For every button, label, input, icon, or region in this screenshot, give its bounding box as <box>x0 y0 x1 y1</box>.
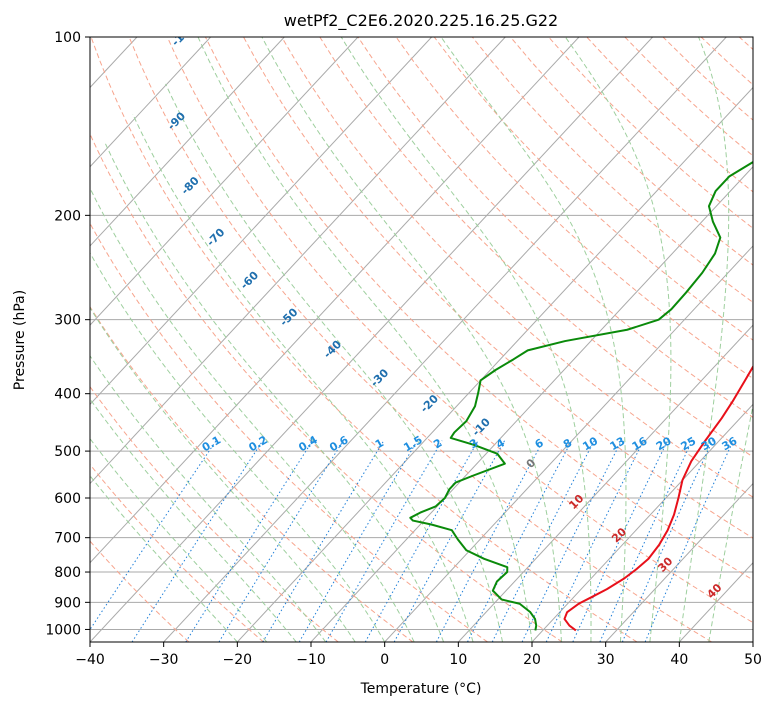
dry-adiabat-line <box>90 222 488 642</box>
isotherm-line <box>457 324 753 642</box>
mixing-ratio-line <box>521 440 622 642</box>
y-tick-label: 1000 <box>45 622 81 638</box>
moist-adiabat-line <box>90 251 386 642</box>
dry-adiabat-line <box>90 463 264 642</box>
moist-adiabat-line <box>678 37 730 642</box>
isotherm-line <box>752 641 753 642</box>
dry-adiabat-line <box>357 37 753 419</box>
dry-adiabat-line <box>166 37 753 624</box>
x-tick-label: −10 <box>296 652 326 668</box>
mixing-ratio-line <box>218 440 344 642</box>
x-tick-label: 40 <box>670 652 688 668</box>
isotherm-line <box>90 37 212 168</box>
moist-adiabat-line <box>708 402 753 642</box>
plot-background <box>90 37 753 642</box>
x-tick-label: 50 <box>744 652 762 668</box>
profiles <box>409 160 753 632</box>
isotherm-line <box>531 403 753 642</box>
dry-adiabat-line <box>471 37 753 304</box>
dry-adiabat-line <box>90 540 190 642</box>
mixing-ratio-line <box>491 440 595 642</box>
x-axis-label: Temperature (°C) <box>360 681 482 697</box>
moist-adiabat-line <box>90 187 415 642</box>
dry-adiabat-line <box>281 37 753 498</box>
x-tick-label: 0 <box>380 652 389 668</box>
isotherm-line <box>384 245 753 642</box>
moist-adiabat-line <box>564 37 672 642</box>
dry-adiabat-label: -100 <box>169 20 198 49</box>
axes: −40 −30 −20 −10 0 10 20 30 40 50 100 200 300 400 500 60… <box>45 30 762 668</box>
isotherm-line <box>90 37 433 406</box>
isotherm-line <box>236 86 753 642</box>
x-tick-label: 30 <box>597 652 615 668</box>
y-tick-label: 700 <box>54 531 81 547</box>
moist-adiabat-line <box>132 114 474 642</box>
isotherm-line <box>90 37 580 564</box>
moist-adiabat-line <box>261 37 562 642</box>
chart-title: wetPf2_C2E6.2020.225.16.25.G22 <box>284 11 558 31</box>
isotherm-line <box>90 37 654 642</box>
moist-adiabat-line <box>90 398 297 642</box>
mixing-ratio-line <box>621 440 714 642</box>
dry-adiabat-line <box>90 305 414 642</box>
x-tick-label: −20 <box>223 652 253 668</box>
dry-adiabat-line <box>433 37 753 341</box>
y-tick-label: 900 <box>54 595 81 611</box>
dry-adiabat-line <box>128 37 713 642</box>
moist-adiabat-line <box>340 37 592 642</box>
isotherm-line <box>90 37 506 485</box>
moist-adiabat-line <box>90 354 327 642</box>
x-tick-label: 20 <box>523 652 541 668</box>
mixing-ratio-line <box>131 440 264 642</box>
isotherm-line <box>605 482 753 642</box>
x-tick-label: 10 <box>449 652 467 668</box>
y-tick-label: 600 <box>54 491 81 507</box>
mixing-ratio-line <box>185 440 314 642</box>
dry-adiabat-line <box>243 37 753 539</box>
background-lines <box>0 37 753 642</box>
y-tick-label: 300 <box>54 313 81 329</box>
y-tick-label: 400 <box>54 387 81 403</box>
moist-adiabat-line <box>440 37 627 642</box>
plot-frame <box>89 36 754 643</box>
mixing-ratio-line <box>262 440 385 642</box>
y-tick-label: 800 <box>54 565 81 581</box>
temperature-profile-line <box>563 364 753 632</box>
isotherm-line <box>0 37 63 642</box>
dewpoint-profile-line <box>409 160 753 631</box>
y-tick-label: 500 <box>54 444 81 460</box>
isotherm-line <box>90 37 285 247</box>
moist-adiabat-line <box>90 474 238 642</box>
moist-adiabat-line <box>103 141 445 642</box>
y-tick-label: 200 <box>54 208 81 224</box>
x-tick-label: −30 <box>149 652 179 668</box>
y-tick-label: 100 <box>54 30 81 46</box>
mixing-ratio-line <box>90 440 217 631</box>
y-axis-label: Pressure (hPa) <box>12 290 28 390</box>
mixing-ratio-line <box>298 440 418 642</box>
mixing-ratio-line <box>393 440 506 642</box>
dry-adiabat-line <box>204 37 753 581</box>
moist-adiabat-line <box>90 306 356 642</box>
mixing-ratio-line <box>325 440 443 642</box>
mixing-ratio-line <box>644 440 734 642</box>
moist-adiabat-line <box>197 37 533 642</box>
isotherm-line <box>163 37 727 642</box>
x-tick-label: −40 <box>75 652 105 668</box>
dry-adiabat-line <box>90 37 638 642</box>
mixing-ratio-line <box>599 440 693 642</box>
isotherm-line <box>90 37 359 326</box>
